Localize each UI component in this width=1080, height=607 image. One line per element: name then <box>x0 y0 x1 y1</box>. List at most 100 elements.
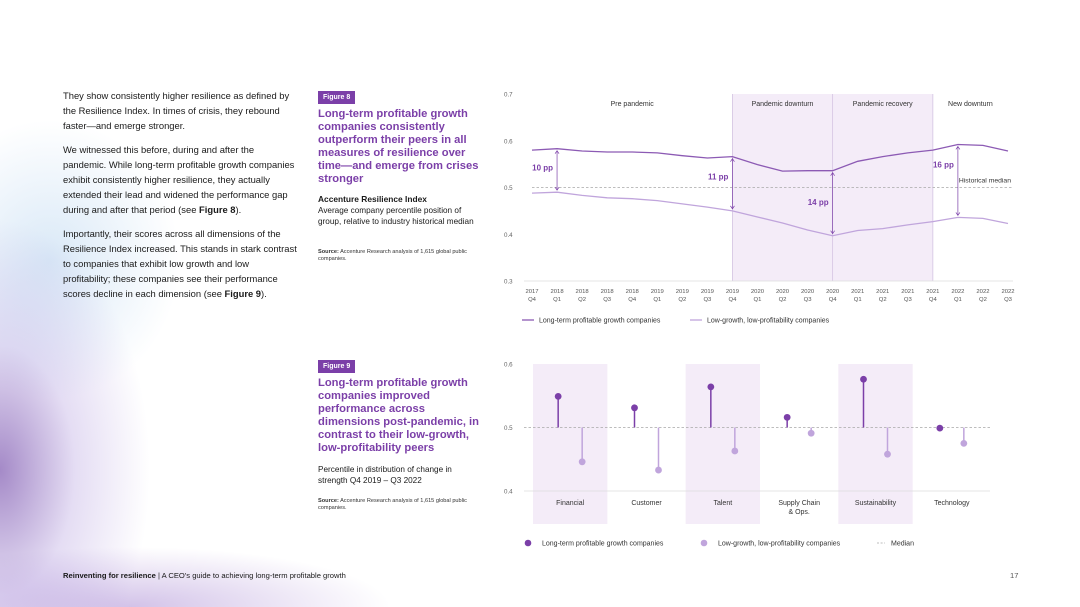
legend-label: Long-term profitable growth companies <box>542 541 664 548</box>
footer-subtitle: A CEO's guide to achieving long-term pro… <box>161 571 346 580</box>
dot-low <box>655 466 662 474</box>
paragraph-1: They show consistently higher resilience… <box>63 90 290 132</box>
series-line-low <box>531 191 1009 237</box>
category-label: Talent <box>713 500 732 507</box>
category-label: Technology <box>934 500 970 507</box>
dot-high <box>707 383 715 391</box>
x-tick-quarter: Q4 <box>728 297 737 303</box>
x-tick-year: 2018 <box>626 289 640 295</box>
x-tick-year: 2019 <box>726 289 739 295</box>
footer: Reinventing for resilience | A CEO's gui… <box>63 571 346 580</box>
legend-label: Low-growth, low-profitability companies <box>707 318 830 325</box>
x-tick-year: 2019 <box>701 289 714 295</box>
x-tick-year: 2020 <box>751 289 765 295</box>
period-label: New downturn <box>948 101 993 108</box>
period-label: Pre pandemic <box>611 101 655 108</box>
x-tick-quarter: Q3 <box>804 297 813 303</box>
legend-dot <box>700 539 708 547</box>
dot-low <box>578 458 586 466</box>
category-label: & Ops. <box>788 509 809 516</box>
category-shade <box>838 364 913 524</box>
gap-annotation-label: 10 pp <box>532 164 553 173</box>
category-label: Sustainability <box>855 500 897 507</box>
x-tick-year: 2021 <box>901 289 914 295</box>
x-tick-quarter: Q1 <box>954 297 962 303</box>
category-shade <box>685 364 760 524</box>
category-label: Supply Chain <box>778 500 820 507</box>
x-tick-year: 2020 <box>826 289 840 295</box>
x-tick-quarter: Q2 <box>879 297 887 303</box>
x-tick-quarter: Q2 <box>779 297 787 303</box>
x-tick-year: 2021 <box>926 289 939 295</box>
x-tick-quarter: Q1 <box>854 297 862 303</box>
dot-high <box>631 404 638 412</box>
x-tick-quarter: Q3 <box>703 297 712 303</box>
x-tick-year: 2018 <box>576 289 590 295</box>
x-tick-year: 2022 <box>976 289 989 295</box>
x-tick-year: 2019 <box>651 289 664 295</box>
dot-low <box>731 447 739 455</box>
x-tick-year: 2020 <box>776 289 790 295</box>
y-tick-label: 0.4 <box>504 232 513 239</box>
gap-arrowhead-top <box>730 158 735 162</box>
legend-dot <box>524 539 532 547</box>
dot-low <box>884 450 891 458</box>
x-tick-quarter: Q3 <box>1004 297 1013 303</box>
x-tick-quarter: Q1 <box>653 297 661 303</box>
figure-8-line-chart: Pre pandemic Pandemic downturn Pandemic re… <box>504 92 1015 325</box>
gap-arrowhead-bottom <box>955 212 961 217</box>
category-shade <box>533 364 608 524</box>
footer-title: Reinventing for resilience <box>63 571 156 580</box>
x-tick-year: 2019 <box>676 289 689 295</box>
category-label: Customer <box>631 500 662 507</box>
gap-arrowhead-top <box>955 145 961 150</box>
figure-9-subtitle: Percentile in distribution of change in … <box>318 465 452 485</box>
x-tick-quarter: Q1 <box>754 297 762 303</box>
x-tick-year: 2018 <box>550 289 564 295</box>
figure-8-source: Source: Accenture Research analysis of 1… <box>318 249 467 262</box>
gap-arrowhead-bottom <box>730 205 735 210</box>
dot-high <box>554 392 562 400</box>
gap-arrowhead-bottom <box>554 186 560 191</box>
x-tick-quarter: Q4 <box>528 297 537 303</box>
paragraph-3: Importantly, their scores across all dim… <box>63 227 297 300</box>
gap-annotation-label: 11 pp <box>708 173 729 182</box>
x-tick-quarter: Q3 <box>603 297 612 303</box>
paragraph-2: We witnessed this before, during and aft… <box>63 143 295 216</box>
figure-9-dot-chart: 0.4 0.5 0.6 Financial Customer Talent Supply C… <box>504 362 990 548</box>
figure-9-source: Source: Accenture Research analysis of 1… <box>318 498 467 511</box>
dot-low <box>807 429 815 437</box>
dot-high <box>936 424 944 432</box>
legend-median-label: Median <box>891 541 914 548</box>
x-tick-year: 2021 <box>851 289 864 295</box>
figure-9-reference: Figure 9 <box>224 288 262 300</box>
x-tick-quarter: Q2 <box>578 297 586 303</box>
x-tick-quarter: Q4 <box>929 297 938 303</box>
y-tick-label: 0.6 <box>504 362 513 369</box>
category-label: Financial <box>556 500 584 507</box>
dot-high <box>860 375 867 383</box>
x-tick-year: 2021 <box>876 289 889 295</box>
figure-9-title: Long-term profitable growth companies im… <box>318 377 479 454</box>
figure-9-tag: Figure 9 <box>318 360 356 373</box>
figure-8-subtitle-heading: Accenture Resilience Index <box>318 194 427 204</box>
historical-median-label: Historical median <box>959 178 1011 185</box>
y-tick-label: 0.4 <box>504 489 513 496</box>
x-tick-quarter: Q3 <box>904 297 913 303</box>
legend-label: Low-growth, low-profitability companies <box>718 541 841 548</box>
y-tick-label: 0.6 <box>504 138 513 145</box>
gap-annotation-label: 14 pp <box>808 198 829 207</box>
figure-8-subtitle: Average company percentile position of g… <box>318 206 474 226</box>
period-label: Pandemic recovery <box>853 101 913 108</box>
figure-8-reference: Figure 8 <box>199 204 236 216</box>
x-tick-quarter: Q2 <box>678 297 686 303</box>
x-tick-year: 2022 <box>1001 289 1014 295</box>
y-tick-label: 0.7 <box>504 92 513 99</box>
x-tick-quarter: Q4 <box>628 297 637 303</box>
y-tick-label: 0.5 <box>504 185 513 192</box>
gap-annotation-label: 16 pp <box>933 160 954 169</box>
gap-arrowhead-bottom <box>830 230 835 235</box>
x-tick-year: 2020 <box>801 289 815 295</box>
period-label: Pandemic downturn <box>752 101 814 108</box>
page-number: 17 <box>1010 571 1019 580</box>
